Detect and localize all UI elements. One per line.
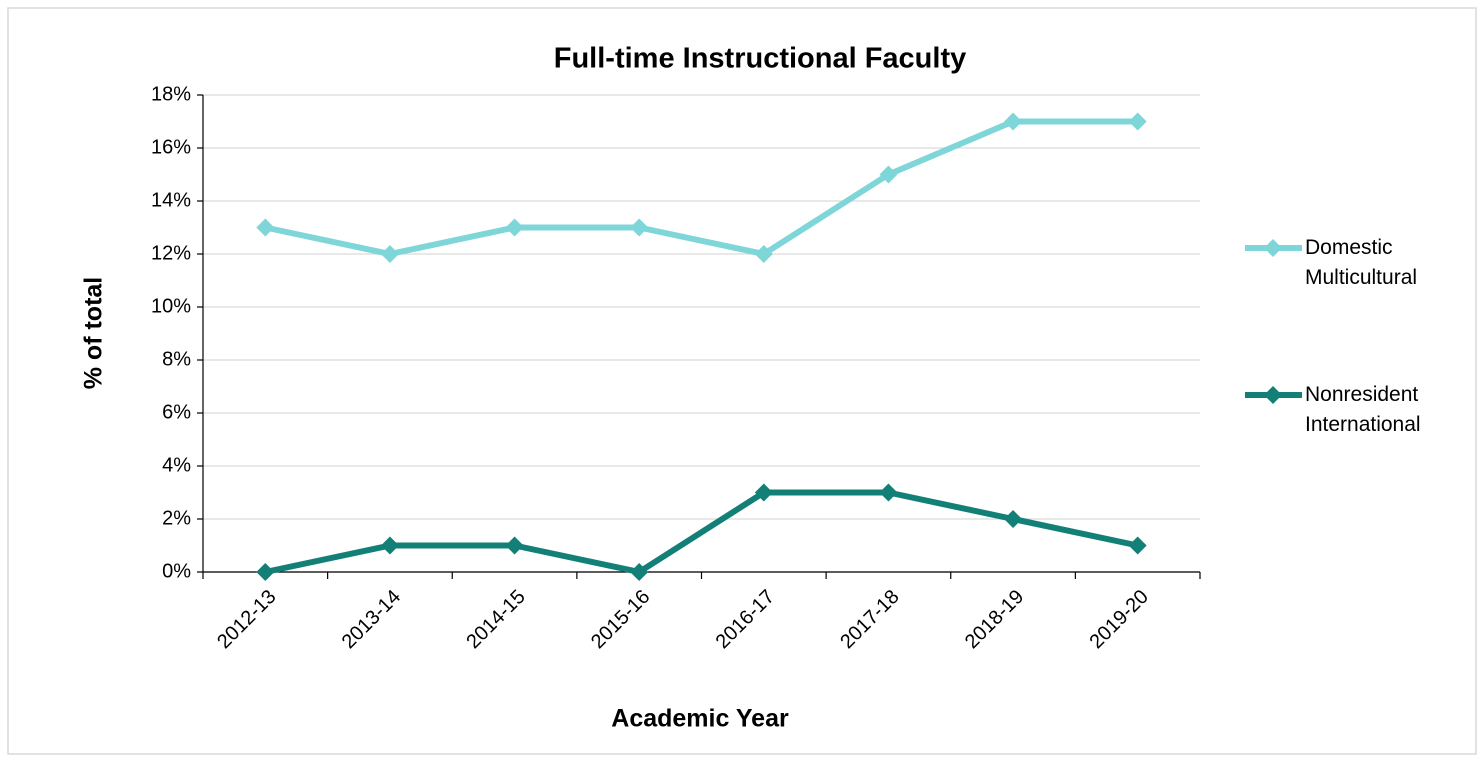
legend-marker (1264, 239, 1282, 257)
y-tick-label: 18% (151, 83, 191, 105)
y-tick-label: 10% (151, 295, 191, 317)
point-marker (1128, 536, 1147, 555)
y-axis-label: % of total (80, 277, 108, 390)
point-marker (256, 563, 275, 581)
point-marker (505, 218, 524, 237)
y-tick-label: 6% (162, 401, 191, 423)
point-marker (630, 218, 649, 237)
chart-title: Full-time Instructional Faculty (554, 43, 967, 75)
x-axis-label: Academic Year (611, 705, 789, 733)
y-tick-label: 16% (151, 136, 191, 158)
chart-frame (7, 7, 1477, 755)
y-tick-label: 2% (162, 507, 191, 529)
point-marker (754, 245, 773, 263)
y-tick-label: 8% (162, 348, 191, 370)
y-tick-label: 0% (162, 560, 191, 582)
y-tick-label: 14% (151, 189, 191, 211)
point-marker (754, 483, 773, 502)
point-marker (380, 536, 399, 555)
point-marker (1004, 510, 1023, 528)
legend-label: Domestic Multicultural (1305, 236, 1418, 289)
point-marker (505, 536, 524, 555)
legend-label: Nonresident International (1305, 383, 1421, 436)
y-tick-label: 4% (162, 454, 191, 476)
point-marker (879, 165, 898, 184)
point-marker (380, 245, 399, 263)
point-marker (1128, 112, 1147, 131)
series-line (264, 489, 1139, 575)
legend-marker (1264, 386, 1282, 404)
point-marker (256, 218, 275, 237)
y-tick-label: 12% (151, 242, 191, 264)
point-marker (879, 483, 898, 502)
point-marker (1004, 112, 1023, 131)
series-line (264, 118, 1138, 257)
point-marker (630, 563, 649, 581)
